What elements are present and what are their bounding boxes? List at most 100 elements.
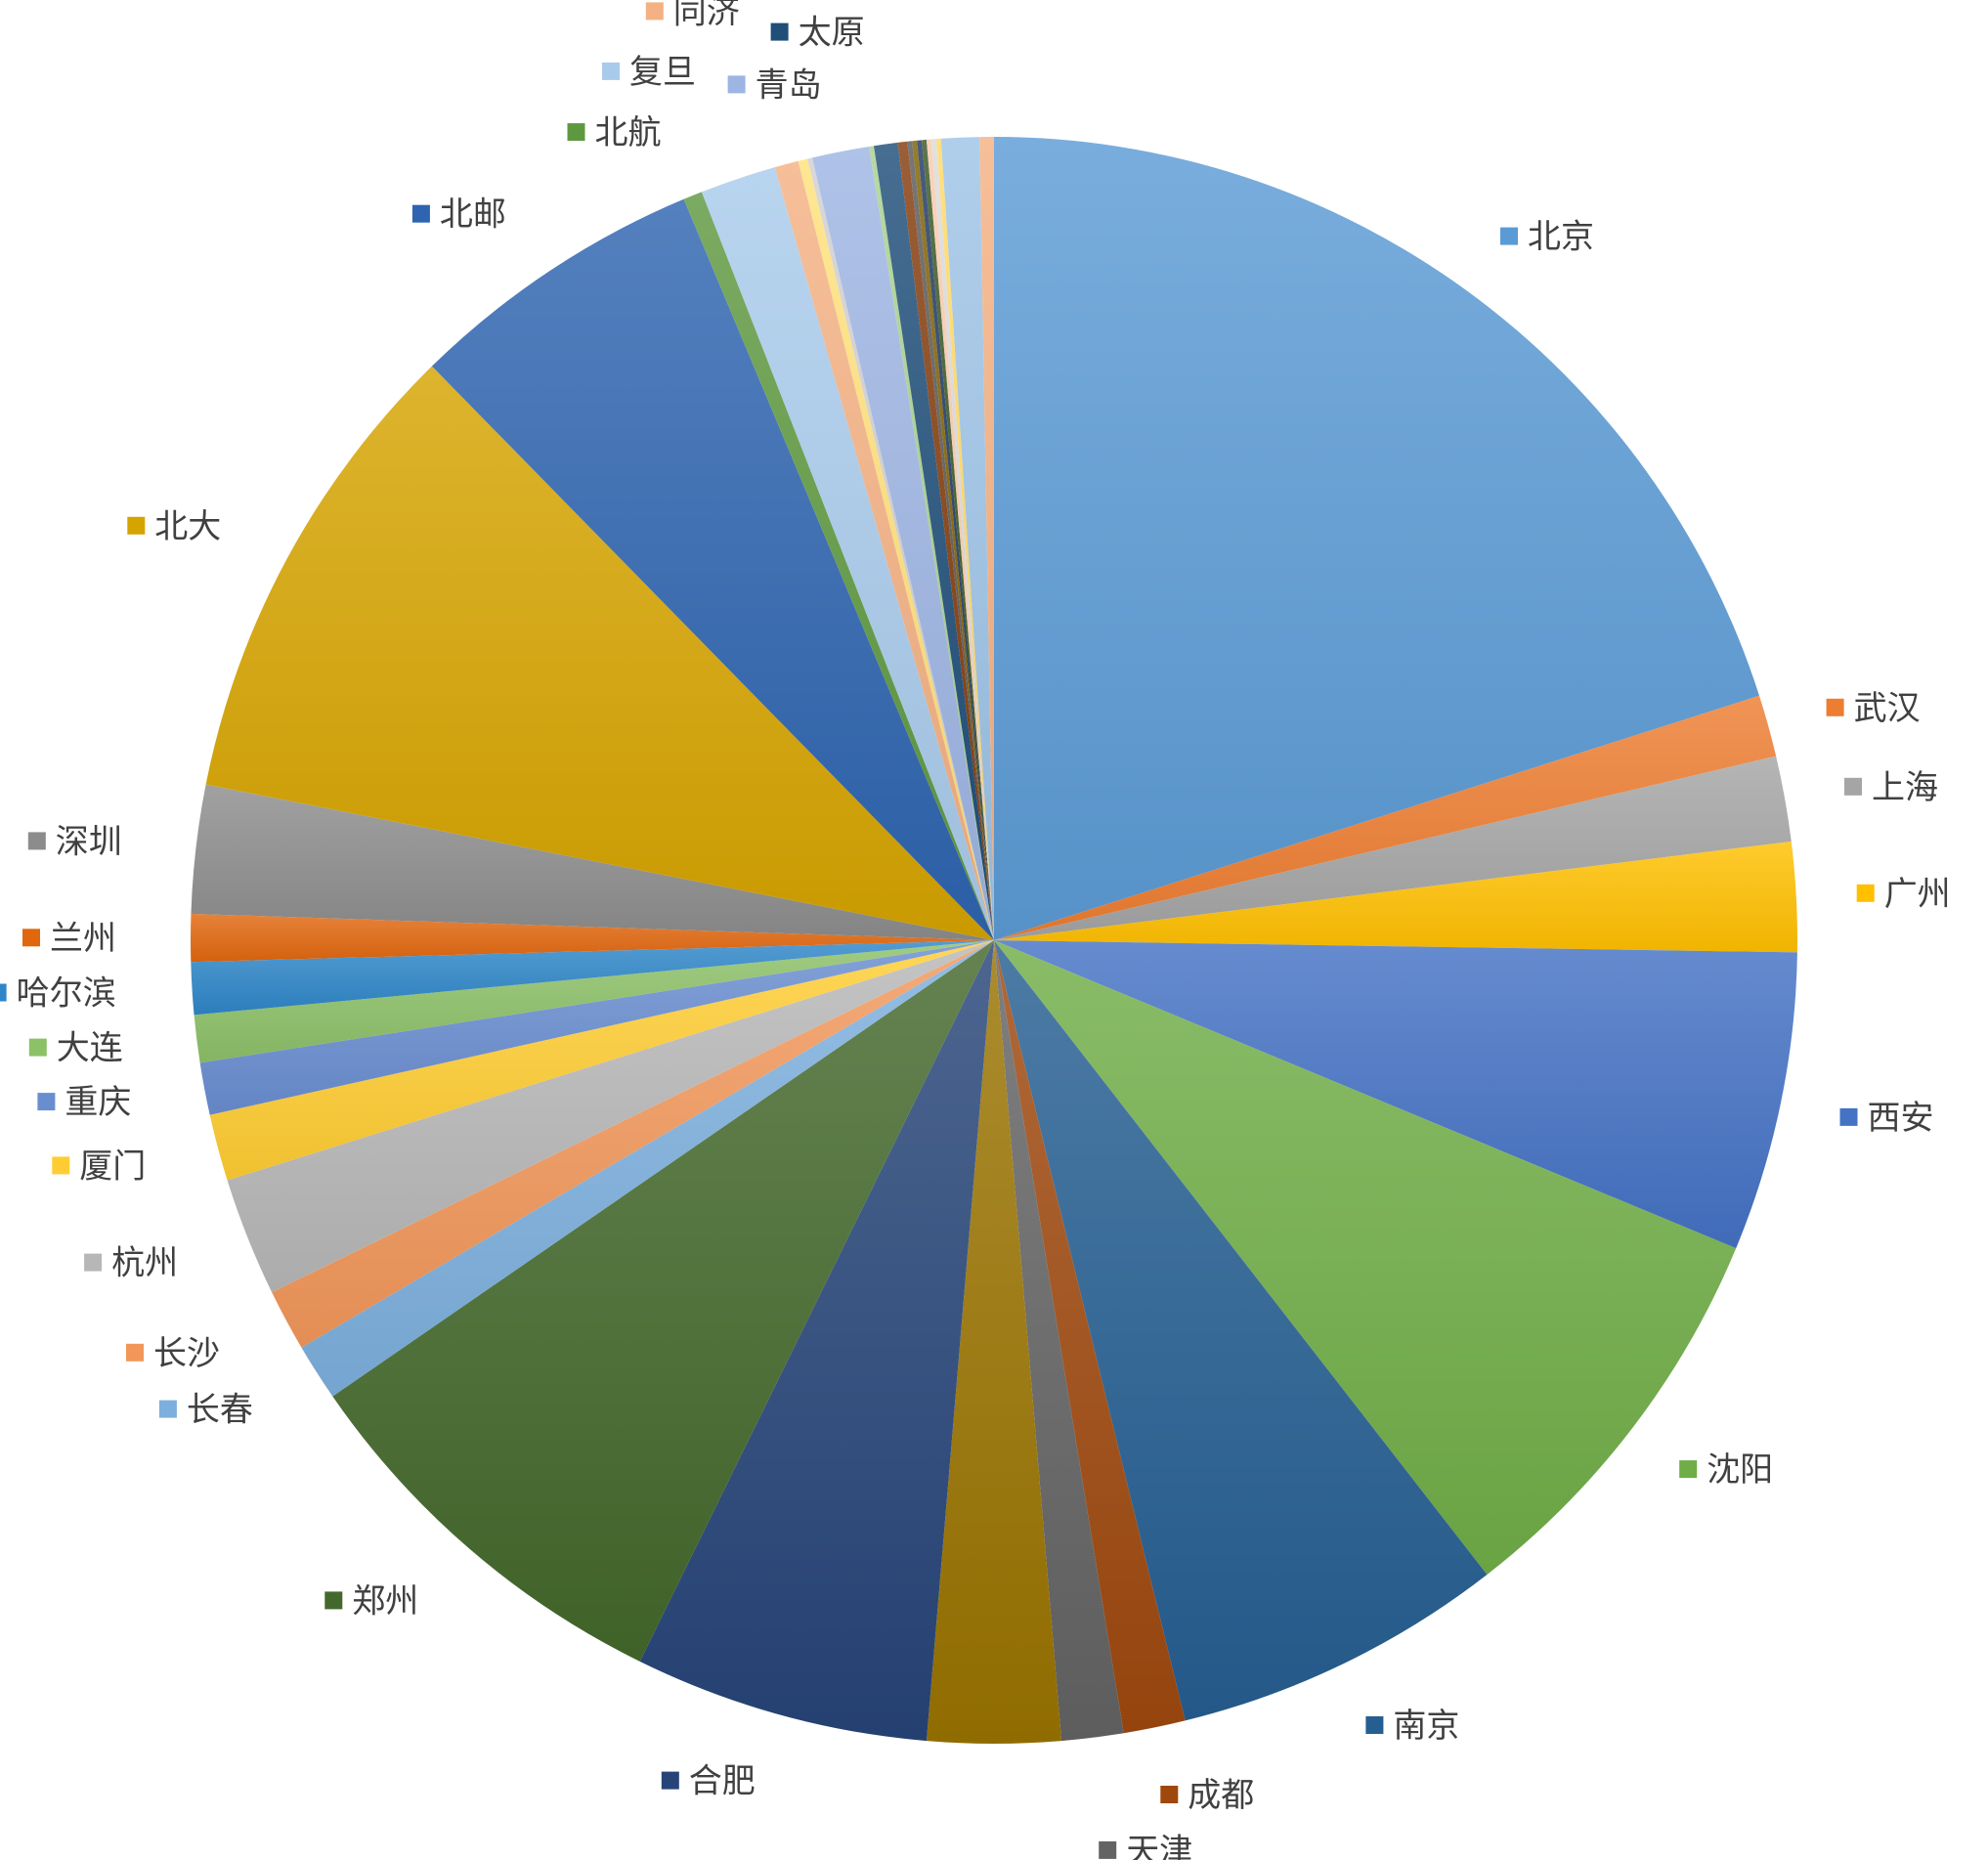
pie-slice-天津 bbox=[994, 940, 1124, 1742]
slice-label: 北航 bbox=[595, 113, 662, 152]
legend-swatch bbox=[1160, 1786, 1179, 1803]
slice-label: 北邮 bbox=[440, 195, 506, 235]
legend-entry: 长沙 bbox=[126, 1334, 220, 1373]
pie-slice-乌鲁木齐 bbox=[935, 138, 994, 941]
legend-entry: 厦门 bbox=[52, 1146, 146, 1186]
slice-label: 青岛 bbox=[756, 65, 822, 105]
legend-entry: 呼和浩特 bbox=[742, 0, 875, 5]
pie-slice-北京 bbox=[994, 137, 1759, 940]
legend-swatch bbox=[1844, 777, 1862, 796]
slice-label: 上海 bbox=[1872, 768, 1938, 807]
slice-label: 合肥 bbox=[689, 1762, 756, 1801]
slice-label: 北大 bbox=[154, 507, 221, 546]
slice-label: 成都 bbox=[1188, 1776, 1254, 1815]
legend-swatch bbox=[602, 62, 620, 80]
legend-swatch bbox=[37, 1093, 56, 1111]
pie-slice-郑州 bbox=[332, 940, 994, 1662]
slice-label: 呼和浩特 bbox=[742, 0, 875, 5]
legend-swatch bbox=[27, 832, 46, 850]
slice-label: 哈尔滨 bbox=[17, 974, 116, 1014]
slice-label: 同济 bbox=[673, 0, 740, 31]
pie-slice-杭州 bbox=[227, 940, 994, 1293]
slice-label: 沈阳 bbox=[1707, 1450, 1773, 1490]
legend-swatch bbox=[84, 1253, 103, 1272]
legend-entry: 哈尔滨 bbox=[0, 974, 116, 1014]
pie-slice-上海 bbox=[994, 756, 1792, 940]
pie-slice-济南 bbox=[926, 940, 1062, 1745]
legend-entry: 西安 bbox=[1839, 1099, 1934, 1138]
pie-slice-同济 bbox=[774, 160, 994, 941]
pie-slice-北大 bbox=[205, 366, 995, 940]
slice-label: 重庆 bbox=[65, 1083, 131, 1122]
pie-slice-合肥 bbox=[639, 940, 994, 1742]
legend-entry: 深圳 bbox=[27, 822, 122, 861]
legend-swatch bbox=[1856, 884, 1875, 902]
legend-entry: 广州 bbox=[1856, 875, 1951, 914]
legend-entry: 同济 bbox=[645, 0, 740, 31]
pie-slice-广州 bbox=[994, 842, 1798, 953]
legend-entry: 合肥 bbox=[661, 1762, 756, 1801]
pie-slice-北航 bbox=[683, 192, 994, 941]
legend-entry: 武汉 bbox=[1826, 689, 1921, 728]
pie-slice-大连 bbox=[194, 940, 994, 1063]
legend-swatch bbox=[770, 22, 789, 41]
legend-entry: 北京 bbox=[1500, 218, 1594, 257]
slice-label: 太原 bbox=[799, 14, 865, 53]
legend-swatch bbox=[28, 1038, 47, 1057]
legend-swatch bbox=[22, 929, 40, 947]
slice-label: 郑州 bbox=[352, 1581, 418, 1621]
pie-slice-沈阳 bbox=[994, 940, 1737, 1575]
pie-slice-武汉 bbox=[994, 695, 1777, 940]
pie-slice-南京 bbox=[994, 940, 1488, 1721]
pie-slice-南昌 bbox=[798, 158, 994, 940]
legend-swatch bbox=[52, 1156, 70, 1175]
legend-swatch bbox=[1099, 1840, 1117, 1859]
pie-slice-桂林 bbox=[926, 139, 994, 940]
legend-swatch bbox=[567, 123, 585, 142]
legend-entry: 上海 bbox=[1844, 768, 1938, 807]
legend-entry: 成都 bbox=[1160, 1776, 1254, 1815]
legend-entry: 长春 bbox=[158, 1391, 253, 1430]
slice-label: 北京 bbox=[1528, 218, 1594, 257]
pie-slice-重庆 bbox=[199, 940, 994, 1115]
pie-slice-福州 bbox=[869, 146, 994, 940]
pie-slice-太原 bbox=[874, 142, 994, 941]
pie-slice-复旦 bbox=[701, 167, 994, 940]
pie-slice-厦门 bbox=[209, 940, 994, 1181]
legend-swatch bbox=[1365, 1716, 1384, 1734]
slice-label: 厦门 bbox=[79, 1146, 146, 1186]
slice-label: 复旦 bbox=[629, 53, 696, 92]
legend-swatch bbox=[126, 1343, 144, 1362]
pie-slice-成都 bbox=[994, 940, 1186, 1734]
legend-entry: 兰州 bbox=[22, 919, 116, 958]
slice-label: 杭州 bbox=[111, 1244, 178, 1283]
legend-swatch bbox=[158, 1400, 177, 1418]
legend-swatch bbox=[324, 1591, 343, 1610]
legend-entry: 南京 bbox=[1365, 1707, 1459, 1746]
pie-slice-青岛 bbox=[811, 147, 994, 940]
pie-slice-长沙 bbox=[272, 940, 995, 1348]
pie-slice-石家庄 bbox=[807, 157, 994, 940]
pie-slice-银川 bbox=[907, 141, 994, 940]
legend-entry: 大连 bbox=[28, 1029, 123, 1068]
legend-entry: 北大 bbox=[127, 507, 221, 546]
legend-entry: 北航 bbox=[567, 113, 662, 152]
legend-swatch bbox=[645, 2, 664, 21]
legend-entry: 复旦 bbox=[602, 53, 696, 92]
legend-entry: 天津 bbox=[1099, 1832, 1192, 1860]
legend-entry: 重庆 bbox=[37, 1083, 131, 1122]
slice-label: 深圳 bbox=[56, 822, 122, 861]
legend-swatch bbox=[1500, 227, 1518, 245]
legend-entry: 北邮 bbox=[411, 195, 506, 235]
slice-label: 天津 bbox=[1126, 1832, 1192, 1860]
pie-slices bbox=[191, 136, 1798, 1745]
pie-slice-拉萨 bbox=[979, 136, 994, 940]
legend-swatch bbox=[661, 1771, 679, 1790]
pie-slice-兰州 bbox=[191, 913, 994, 963]
slice-label: 长春 bbox=[187, 1391, 253, 1430]
legend-entry: 沈阳 bbox=[1679, 1450, 1773, 1490]
pie-slice-深圳 bbox=[191, 784, 994, 940]
pie-slice-哈尔滨 bbox=[191, 940, 995, 1016]
